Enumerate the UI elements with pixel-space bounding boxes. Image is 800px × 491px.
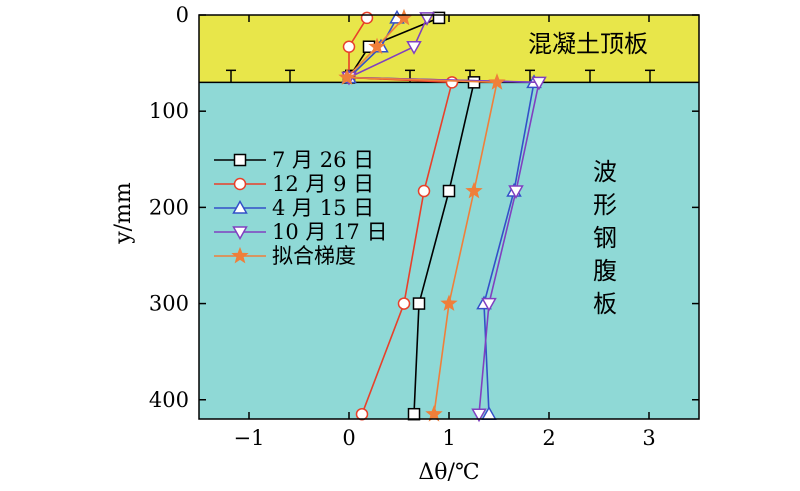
x-tick-label: 2 xyxy=(542,426,555,450)
series-0-point xyxy=(407,407,421,421)
x-axis-label: Δθ/℃ xyxy=(418,460,479,485)
region-label-web-char: 腹 xyxy=(593,257,617,285)
legend-entry-label: 12 月 9 日 xyxy=(272,172,374,196)
legend-entry-label: 10 月 17 日 xyxy=(272,220,387,244)
series-3-point xyxy=(471,408,487,423)
series-3-point xyxy=(419,12,435,26)
x-tick-label: 0 xyxy=(342,426,355,450)
region-label-web-char: 波 xyxy=(593,158,617,186)
legend-marker xyxy=(232,226,248,241)
series-3-point xyxy=(481,297,497,312)
series-3 xyxy=(341,12,547,423)
series-1-point xyxy=(417,184,431,198)
x-tick-label: 1 xyxy=(442,426,455,450)
region-label-web-char: 形 xyxy=(593,191,617,219)
legend-entry-label: 7 月 26 日 xyxy=(272,148,374,172)
x-tick-label: 3 xyxy=(642,426,655,450)
series-4-point xyxy=(465,181,483,199)
series-4-point xyxy=(440,294,458,311)
series-4-point xyxy=(488,73,506,90)
region-1-fill xyxy=(199,82,699,419)
region-0-fill xyxy=(199,15,699,83)
legend-marker xyxy=(233,177,247,191)
region-label-slab: 混凝土顶板 xyxy=(528,30,648,58)
axes: −1 0 1 2 3 0 100 200 300 400 xyxy=(149,3,700,450)
series-0-point xyxy=(442,184,456,198)
legend-marker xyxy=(232,199,248,214)
legend-entry-label: 拟合梯度 xyxy=(272,244,356,268)
series-4-point xyxy=(425,405,443,422)
series-1-point xyxy=(397,297,411,310)
x-tick-label: −1 xyxy=(234,426,265,450)
legend-marker xyxy=(231,246,249,264)
series-4-point xyxy=(368,37,386,55)
y-tick-label: 200 xyxy=(149,195,189,219)
series-0-point xyxy=(432,11,446,25)
series-3-point xyxy=(531,76,547,91)
series-1-point xyxy=(355,407,369,421)
legend-marker xyxy=(233,153,247,167)
series-0-point xyxy=(412,297,426,310)
legend-entry-label: 4 月 15 日 xyxy=(272,196,374,220)
y-tick-label: 0 xyxy=(176,3,189,27)
y-axis-label: y/mm xyxy=(111,182,136,245)
y-tick-label: 100 xyxy=(149,99,189,123)
series-1-point xyxy=(360,11,374,25)
series-4-point xyxy=(338,68,356,85)
series-3-point xyxy=(406,40,422,55)
series-3-point xyxy=(508,185,524,200)
region-label-web-char: 钢 xyxy=(593,224,617,252)
y-tick-label: 300 xyxy=(149,292,189,316)
series-1-point xyxy=(445,76,459,89)
series-4 xyxy=(338,8,506,422)
region-label-web-char: 板 xyxy=(593,290,617,318)
series-1-point xyxy=(342,40,356,53)
series-layer xyxy=(338,8,547,423)
y-tick-label: 400 xyxy=(149,388,189,412)
